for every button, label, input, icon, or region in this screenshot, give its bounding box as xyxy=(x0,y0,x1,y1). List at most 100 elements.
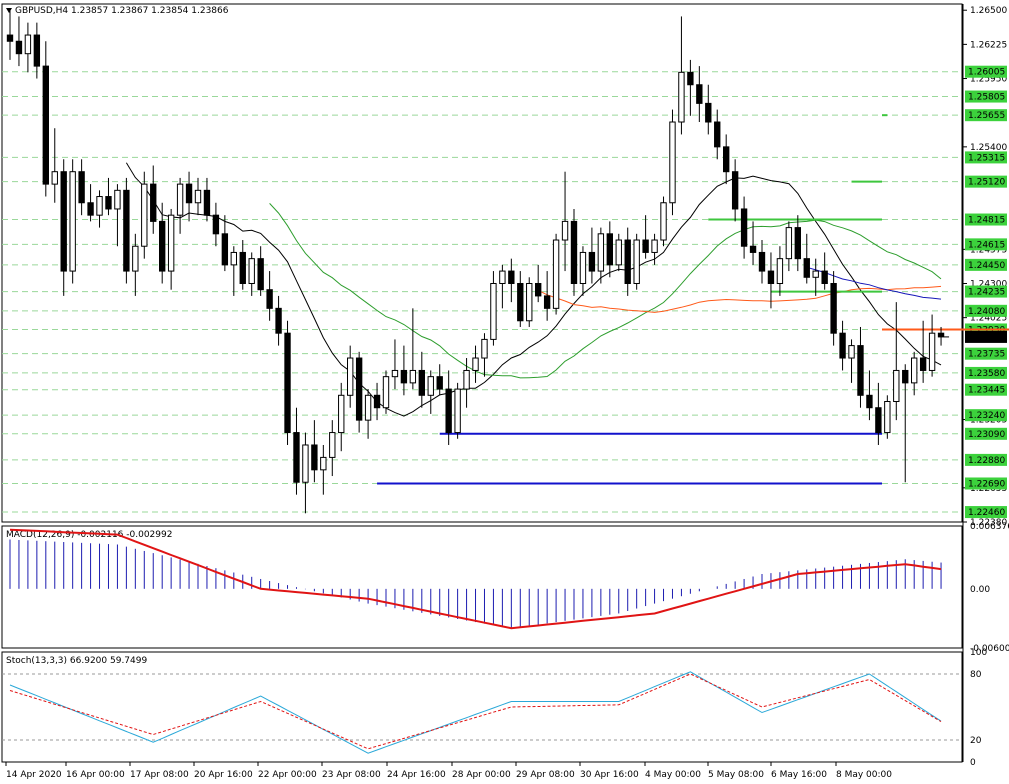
candle-body xyxy=(678,71,685,123)
candle-body xyxy=(51,171,58,185)
candle-body xyxy=(588,251,596,272)
candle-body xyxy=(848,345,855,359)
candle-body xyxy=(436,376,443,390)
level-label: 1.23090 xyxy=(968,430,1005,440)
candle-body xyxy=(893,369,900,403)
level-label: 1.23240 xyxy=(968,411,1005,421)
candle-body xyxy=(758,251,766,272)
candle-body xyxy=(311,444,318,471)
stoch-label: Stoch(13,3,3) 66.9200 59.7499 xyxy=(6,656,147,666)
candle-body xyxy=(902,369,909,384)
level-label-bg xyxy=(965,65,1007,78)
macd-signal-line xyxy=(9,528,942,630)
candle-body xyxy=(597,233,605,272)
candle-body xyxy=(96,196,103,216)
level-label-bg xyxy=(965,213,1007,226)
time-axis-label: 6 May 16:00 xyxy=(771,770,827,780)
time-axis-label: 22 Apr 00:00 xyxy=(258,770,317,780)
candle-body xyxy=(347,357,354,396)
candle-body xyxy=(6,34,14,42)
candle-body xyxy=(642,239,649,253)
candle-body xyxy=(606,233,613,266)
candle-body xyxy=(364,394,372,421)
level-label: 1.23735 xyxy=(968,350,1005,360)
candle-body xyxy=(472,357,479,371)
time-axis-label: 24 Apr 16:00 xyxy=(387,770,446,780)
candle-body xyxy=(517,282,524,322)
macd-panel-frame xyxy=(1,525,963,649)
candle-body xyxy=(105,196,112,210)
moving-average-line xyxy=(537,285,942,313)
candle-body xyxy=(194,189,202,204)
candle-body xyxy=(812,270,819,278)
level-label: 1.23580 xyxy=(968,369,1005,379)
level-label-bg xyxy=(965,175,1007,188)
candle-body xyxy=(552,239,560,309)
candle-body xyxy=(687,71,694,86)
price-axis-label: 1.25950 xyxy=(970,75,1007,85)
candle-body xyxy=(400,369,408,384)
stoch-axis-label: 100 xyxy=(970,648,987,658)
candle-body xyxy=(535,282,542,297)
candle-body xyxy=(884,401,891,434)
candle-body xyxy=(123,189,130,272)
candle-body xyxy=(543,295,551,309)
candle-body xyxy=(320,456,327,471)
candle-body xyxy=(284,332,291,434)
candle-body xyxy=(159,220,166,272)
candle-body xyxy=(221,233,229,266)
candle-body xyxy=(78,171,85,204)
candle-body xyxy=(526,282,533,322)
current-price-label-bg xyxy=(965,330,1007,343)
candle-body xyxy=(176,183,184,216)
level-label-bg xyxy=(965,453,1007,466)
candle-body xyxy=(463,369,470,390)
time-axis-label: 28 Apr 00:00 xyxy=(452,770,511,780)
level-label: 1.24080 xyxy=(968,307,1005,317)
level-label: 1.24450 xyxy=(968,261,1005,271)
candle-body xyxy=(427,376,434,396)
candle-body xyxy=(338,394,345,434)
level-label-bg xyxy=(965,347,1007,360)
candle-body xyxy=(705,102,712,123)
level-label-bg xyxy=(965,285,1007,298)
current-price-label: 1.23866 xyxy=(968,333,1005,343)
price-axis-label: 1.24025 xyxy=(970,314,1007,324)
candle-body xyxy=(490,282,497,340)
chart-header: GBPUSD,H4 1.23857 1.23867 1.23854 1.2386… xyxy=(15,6,229,16)
price-axis-label: 1.24300 xyxy=(970,279,1007,289)
candle-body xyxy=(723,146,730,173)
candle-body xyxy=(767,270,775,284)
time-axis-label: 29 Apr 08:00 xyxy=(516,770,575,780)
level-label-bg xyxy=(965,409,1007,422)
candle-body xyxy=(669,121,676,204)
candle-body xyxy=(141,183,148,247)
candle-body xyxy=(203,189,211,216)
candle-body xyxy=(579,251,587,284)
time-axis-label: 30 Apr 16:00 xyxy=(580,770,639,780)
candle-body xyxy=(418,369,425,396)
candle-body xyxy=(382,376,390,409)
candle-body xyxy=(230,251,237,266)
level-label: 1.22880 xyxy=(968,456,1005,466)
time-axis-label: 17 Apr 08:00 xyxy=(130,770,189,780)
level-label: 1.25655 xyxy=(968,111,1005,121)
level-label-bg xyxy=(965,366,1007,379)
level-label: 1.22690 xyxy=(968,479,1005,489)
candle-body xyxy=(257,258,264,291)
macd-axis-label: -0.006006 xyxy=(970,644,1009,654)
level-label: 1.25120 xyxy=(968,178,1005,188)
candle-body xyxy=(928,332,936,371)
price-axis-label: 1.26500 xyxy=(970,6,1007,16)
candle-body xyxy=(749,245,757,253)
candle-body xyxy=(150,183,157,222)
time-axis-label: 8 May 00:00 xyxy=(836,770,892,780)
candle-body xyxy=(911,357,918,384)
price-axis-label: 1.25400 xyxy=(970,143,1007,153)
candle-body xyxy=(239,251,246,284)
candle-body xyxy=(875,407,882,434)
level-label: 1.24615 xyxy=(968,240,1005,250)
time-axis-label: 4 May 00:00 xyxy=(645,770,701,780)
candle-body xyxy=(373,394,381,409)
